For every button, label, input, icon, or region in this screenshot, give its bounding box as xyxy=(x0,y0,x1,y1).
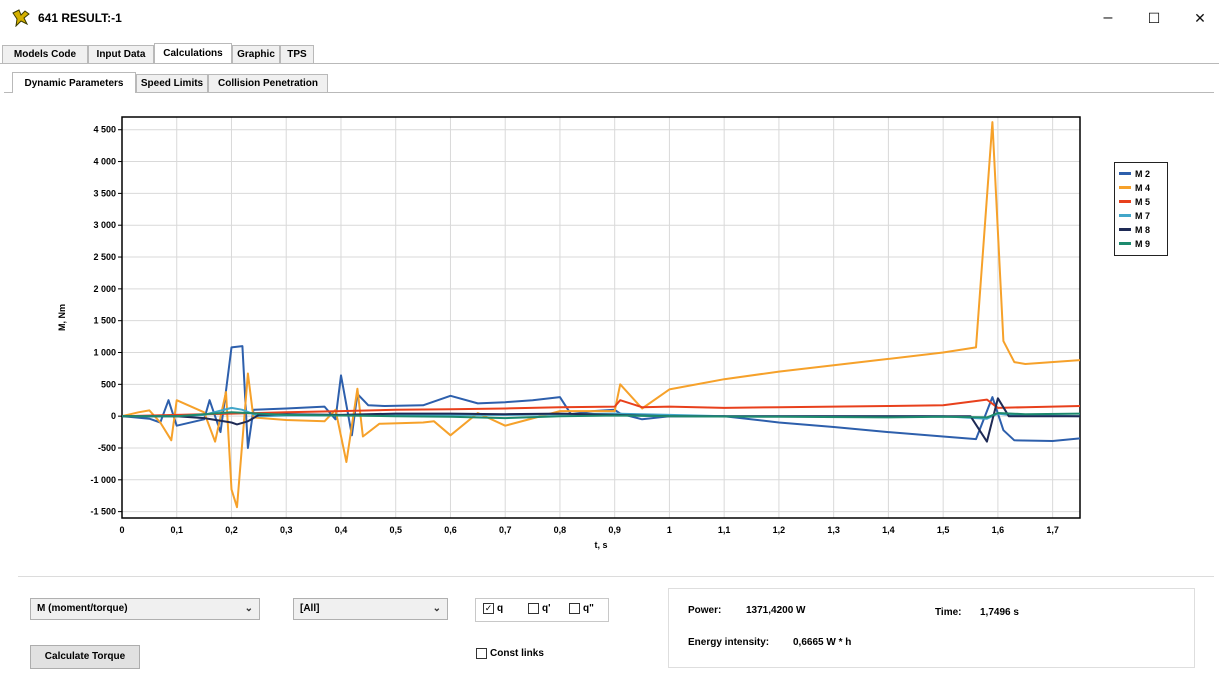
energy-intensity-value: 0,6665 W * h xyxy=(793,637,852,648)
tab-calculations[interactable]: Calculations xyxy=(154,43,232,63)
legend-item: M 8 xyxy=(1119,223,1150,236)
chart-container: 0 0,1 0,2 0,3 0,4 0,5 0,6 0,7 0,8 0,9 1 1,1 1,2 1,3 1,… xyxy=(18,96,1214,577)
checkbox-q-label: q xyxy=(497,603,504,614)
legend-item: M 2 xyxy=(1119,167,1150,180)
time-label: Time: xyxy=(935,607,962,618)
results-panel xyxy=(668,588,1195,668)
series-line-m8 xyxy=(122,397,1080,443)
subtab-panel-border xyxy=(4,92,1214,93)
checkbox-q-prime-label: q' xyxy=(542,603,551,614)
legend-swatch xyxy=(1119,242,1131,245)
y-tick-label: -1 000 xyxy=(90,475,116,485)
checkbox-q-double-prime[interactable] xyxy=(569,603,580,614)
legend-label: M 2 xyxy=(1135,168,1151,179)
y-tick-label: 1 500 xyxy=(93,316,116,326)
subtab-collision-penetration[interactable]: Collision Penetration xyxy=(208,74,328,92)
title-bar: 641 RESULT:-1 – ☐ ✕ xyxy=(0,0,1219,36)
x-tick-label: 1,2 xyxy=(773,525,786,535)
tab-graphic[interactable]: Graphic xyxy=(232,45,280,63)
legend-item: M 7 xyxy=(1119,209,1150,222)
x-tick-label: 0,3 xyxy=(280,525,293,535)
legend-swatch xyxy=(1119,172,1131,175)
tab-tps[interactable]: TPS xyxy=(280,45,314,63)
legend-label: M 8 xyxy=(1135,224,1151,235)
quantity-select-value: M (moment/torque) xyxy=(37,603,128,614)
y-axis-label: M, Nm xyxy=(57,304,67,331)
chevron-down-icon: ⌄ xyxy=(244,603,253,614)
time-value: 1,7496 s xyxy=(980,607,1019,618)
x-tick-label: 0,4 xyxy=(335,525,348,535)
energy-intensity-label: Energy intensity: xyxy=(688,637,770,648)
x-tick-label: 1,4 xyxy=(882,525,895,535)
legend-swatch xyxy=(1119,214,1131,217)
x-tick-label: 1,5 xyxy=(937,525,950,535)
legend-label: M 9 xyxy=(1135,238,1151,249)
x-tick-label: 0 xyxy=(119,525,124,535)
derivative-checks-group xyxy=(475,598,609,622)
plot-frame xyxy=(121,116,1081,519)
x-tick-label: 1,1 xyxy=(718,525,731,535)
maximize-button[interactable]: ☐ xyxy=(1147,9,1161,26)
series-line-m2 xyxy=(122,345,1080,449)
y-tick-label: 3 000 xyxy=(93,220,116,230)
chevron-down-icon: ⌄ xyxy=(432,603,441,614)
x-tick-label: 0,8 xyxy=(554,525,567,535)
checkbox-q-double-prime-label: q" xyxy=(583,603,594,614)
x-axis-label: t, s xyxy=(594,540,607,550)
legend-item: M 5 xyxy=(1119,195,1150,208)
x-tick-label: 0,7 xyxy=(499,525,512,535)
window-title: 641 RESULT:-1 xyxy=(38,11,122,25)
x-tick-label: 1,3 xyxy=(827,525,840,535)
y-tick-label: 500 xyxy=(101,379,116,389)
legend-swatch xyxy=(1119,200,1131,203)
y-tick-label: 4 500 xyxy=(93,125,116,135)
quantity-select[interactable]: M (moment/torque) ⌄ xyxy=(30,598,260,620)
x-tick-label: 1,6 xyxy=(992,525,1005,535)
links-select[interactable]: [All] ⌄ xyxy=(293,598,448,620)
subtab-speed-limits[interactable]: Speed Limits xyxy=(136,74,208,92)
power-label: Power: xyxy=(688,605,722,616)
app-logo-icon xyxy=(12,9,30,27)
checkbox-q-prime[interactable] xyxy=(528,603,539,614)
legend-label: M 4 xyxy=(1135,182,1151,193)
torque-chart[interactable]: 0 0,1 0,2 0,3 0,4 0,5 0,6 0,7 0,8 0,9 1 1,1 1,2 1,3 1,… xyxy=(18,96,1214,576)
y-tick-label: 1 000 xyxy=(93,348,116,358)
close-button[interactable]: ✕ xyxy=(1194,9,1206,26)
minimize-button[interactable]: – xyxy=(1103,9,1113,26)
series-line-m5 xyxy=(122,398,1080,418)
links-select-value: [All] xyxy=(300,603,320,614)
y-tick-label: 2 500 xyxy=(93,252,116,262)
tab-panel-border xyxy=(0,63,1219,64)
y-tick-label: 2 000 xyxy=(93,284,116,294)
chart-legend: M 2 M 4 M 5 M 7 M 8 M 9 xyxy=(1114,162,1168,256)
series-line-m9 xyxy=(122,411,1080,420)
series-line-m4 xyxy=(122,121,1080,509)
legend-item: M 9 xyxy=(1119,237,1150,250)
x-tick-label: 0,1 xyxy=(170,525,183,535)
x-tick-label: 0,2 xyxy=(225,525,238,535)
power-value: 1371,4200 W xyxy=(746,605,806,616)
tab-input-data[interactable]: Input Data xyxy=(88,45,154,63)
checkbox-const-links-label: Const links xyxy=(490,648,544,659)
y-tick-label: -500 xyxy=(98,443,116,453)
x-tick-label: 0,6 xyxy=(444,525,457,535)
legend-item: M 4 xyxy=(1119,181,1150,194)
y-tick-label: 0 xyxy=(111,411,116,421)
checkbox-const-links[interactable] xyxy=(476,648,487,659)
x-tick-label: 0,9 xyxy=(608,525,621,535)
subtab-dynamic-parameters[interactable]: Dynamic Parameters xyxy=(12,72,136,93)
legend-label: M 5 xyxy=(1135,196,1151,207)
x-tick-label: 1,7 xyxy=(1046,525,1059,535)
checkbox-q[interactable]: ✓ xyxy=(483,603,494,614)
tab-models-code[interactable]: Models Code xyxy=(2,45,88,63)
x-tick-label: 0,5 xyxy=(389,525,402,535)
y-tick-label: -1 500 xyxy=(90,507,116,517)
legend-label: M 7 xyxy=(1135,210,1151,221)
calculate-torque-button[interactable]: Calculate Torque xyxy=(30,645,140,669)
y-tick-label: 3 500 xyxy=(93,188,116,198)
y-tick-label: 4 000 xyxy=(93,157,116,167)
x-tick-label: 1 xyxy=(667,525,672,535)
legend-swatch xyxy=(1119,186,1131,189)
legend-swatch xyxy=(1119,228,1131,231)
